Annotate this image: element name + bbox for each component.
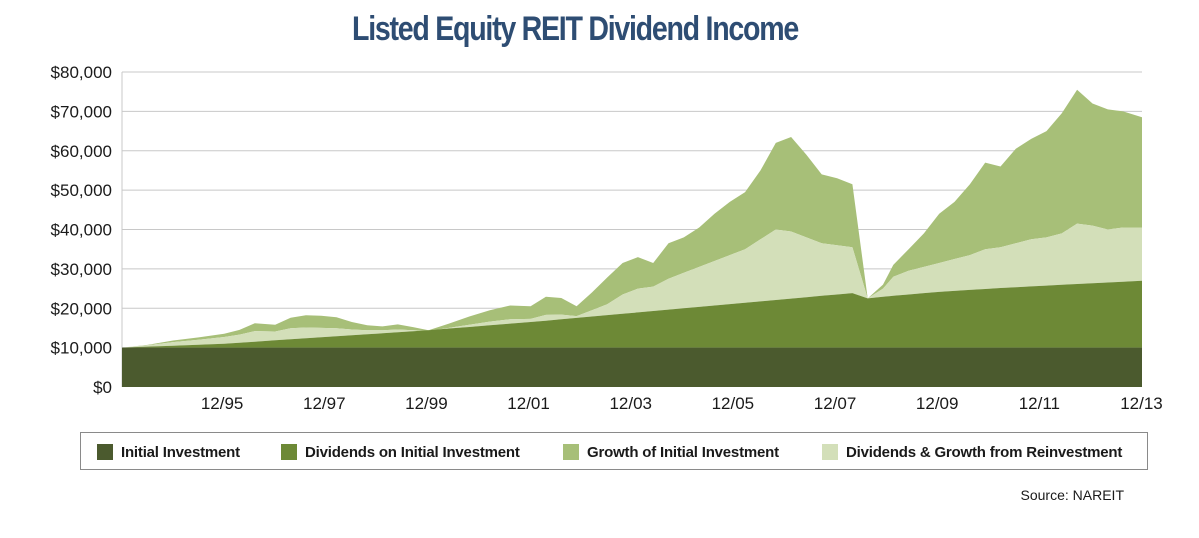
chart-title: Listed Equity REIT Dividend Income bbox=[352, 10, 799, 48]
y-axis-ticks: $0 $10,000 $20,000 $30,000 $40,000 $50,000 $60… bbox=[51, 63, 112, 397]
legend-swatch-initial bbox=[97, 444, 113, 460]
y-tick-label: $50,000 bbox=[51, 181, 112, 200]
x-axis-ticks: 12/95 12/97 12/99 12/01 12/03 12/05 12/07 12/09… bbox=[201, 394, 1163, 413]
y-tick-label: $10,000 bbox=[51, 339, 112, 358]
legend-swatch-reinvest bbox=[822, 444, 838, 460]
x-tick-label: 12/95 bbox=[201, 394, 244, 413]
legend-swatch-growth bbox=[563, 444, 579, 460]
legend-swatch-dividends bbox=[281, 444, 297, 460]
legend-label-reinvest: Dividends & Growth from Reinvestment bbox=[846, 443, 1123, 461]
area-growth bbox=[122, 89, 1142, 348]
area-dividends bbox=[122, 280, 1142, 348]
stacked-areas bbox=[122, 89, 1142, 387]
x-tick-label: 12/97 bbox=[303, 394, 346, 413]
y-tick-label: $80,000 bbox=[51, 63, 112, 82]
legend-item-reinvest: Dividends & Growth from Reinvestment bbox=[822, 433, 1122, 471]
y-tick-label: $20,000 bbox=[51, 299, 112, 318]
y-tick-label: $0 bbox=[93, 378, 112, 397]
x-tick-label: 12/01 bbox=[507, 394, 550, 413]
legend-item-initial: Initial Investment bbox=[97, 433, 240, 471]
x-tick-label: 12/09 bbox=[916, 394, 959, 413]
area-initial bbox=[122, 347, 1142, 387]
y-tick-label: $60,000 bbox=[51, 142, 112, 161]
legend-item-growth: Growth of Initial Investment bbox=[563, 433, 779, 471]
legend: Initial Investment Dividends on Initial … bbox=[80, 432, 1148, 470]
x-tick-label: 12/05 bbox=[712, 394, 755, 413]
y-tick-label: $40,000 bbox=[51, 221, 112, 240]
x-tick-label: 12/13 bbox=[1120, 394, 1163, 413]
legend-label-initial: Initial Investment bbox=[121, 443, 240, 461]
y-tick-label: $70,000 bbox=[51, 102, 112, 121]
x-tick-label: 12/99 bbox=[405, 394, 448, 413]
legend-item-dividends: Dividends on Initial Investment bbox=[281, 433, 520, 471]
x-tick-label: 12/11 bbox=[1019, 394, 1060, 413]
y-tick-label: $30,000 bbox=[51, 260, 112, 279]
legend-label-growth: Growth of Initial Investment bbox=[587, 443, 779, 461]
area-reinvest bbox=[122, 223, 1142, 348]
area-chart: $0 $10,000 $20,000 $30,000 $40,000 $50,000 $60… bbox=[51, 63, 1163, 413]
x-tick-label: 12/03 bbox=[609, 394, 652, 413]
source-note: Source: NAREIT bbox=[1020, 487, 1124, 503]
x-tick-label: 12/07 bbox=[814, 394, 857, 413]
legend-label-dividends: Dividends on Initial Investment bbox=[305, 443, 520, 461]
